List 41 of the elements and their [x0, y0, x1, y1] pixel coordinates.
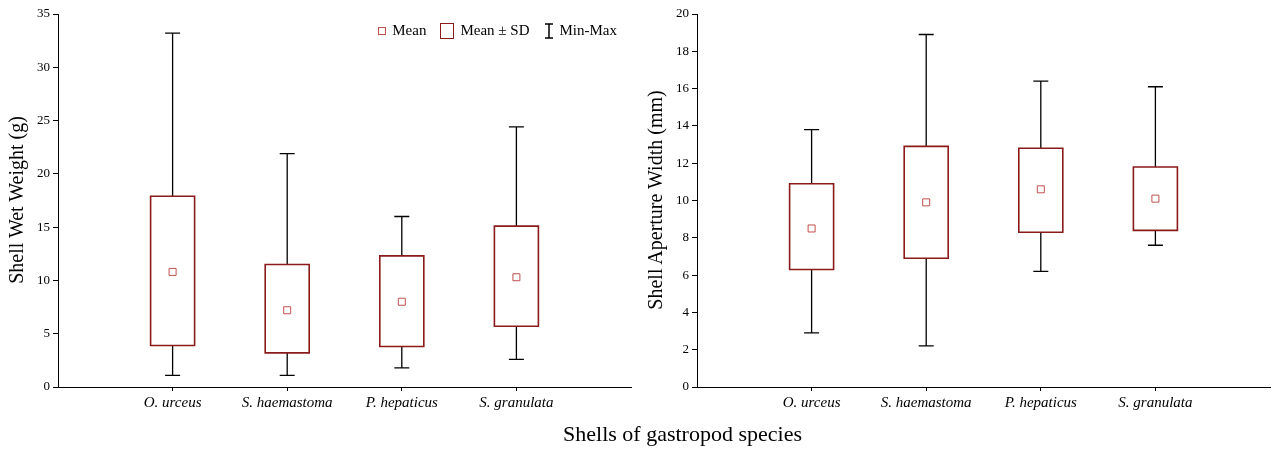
x-tick-label: O. urceus: [143, 393, 202, 410]
x-tick-label: O. urceus: [782, 393, 841, 410]
legend-label: Mean ± SD: [460, 22, 530, 39]
y-tick-label: 10: [37, 271, 50, 287]
point: [512, 273, 521, 282]
y-tick-label: 0: [43, 378, 50, 394]
y-tick-label: 2: [682, 341, 689, 357]
y-tick-label: 10: [676, 191, 689, 207]
y-tick-label: 35: [37, 5, 50, 21]
y-tick-label: 15: [37, 218, 50, 234]
y-tick-label: 4: [682, 303, 690, 319]
x-axis-title: Shells of gastropod species: [562, 421, 803, 447]
point: [1151, 194, 1160, 203]
x-tick-label: P. hepaticus: [364, 393, 439, 410]
point: [168, 267, 177, 276]
y-tick-label: 25: [37, 111, 50, 127]
y-axis-title: Shell Wet Weight (g): [4, 116, 28, 284]
annotation: Min-Max: [559, 22, 617, 39]
y-tick-label: 6: [682, 266, 690, 282]
point: [807, 224, 816, 233]
y-tick-label: 30: [37, 58, 50, 74]
y-tick-label: 8: [682, 229, 689, 245]
y-tick-label: 0: [682, 378, 689, 394]
y-tick-label: 14: [676, 117, 690, 133]
y-tick-label: 16: [676, 80, 690, 96]
point: [1036, 185, 1045, 194]
x-tick-label: S. granulata: [479, 393, 554, 410]
y-axis-title: Shell Aperture Width (mm): [643, 90, 667, 310]
y-tick-label: 5: [43, 325, 50, 341]
x-tick-label: S. haemastoma: [880, 393, 972, 410]
y-tick-label: 20: [37, 165, 50, 181]
y-tick-label: 18: [676, 42, 689, 58]
point: [397, 297, 406, 306]
x-tick-label: P. hepaticus: [1003, 393, 1078, 410]
x-tick-label: S. haemastoma: [241, 393, 333, 410]
point: [283, 306, 292, 315]
y-tick-label: 20: [676, 5, 689, 21]
legend-label: Mean: [392, 22, 427, 39]
y-tick-label: 12: [676, 154, 689, 170]
point: [922, 198, 931, 207]
x-tick-label: S. granulata: [1118, 393, 1193, 410]
